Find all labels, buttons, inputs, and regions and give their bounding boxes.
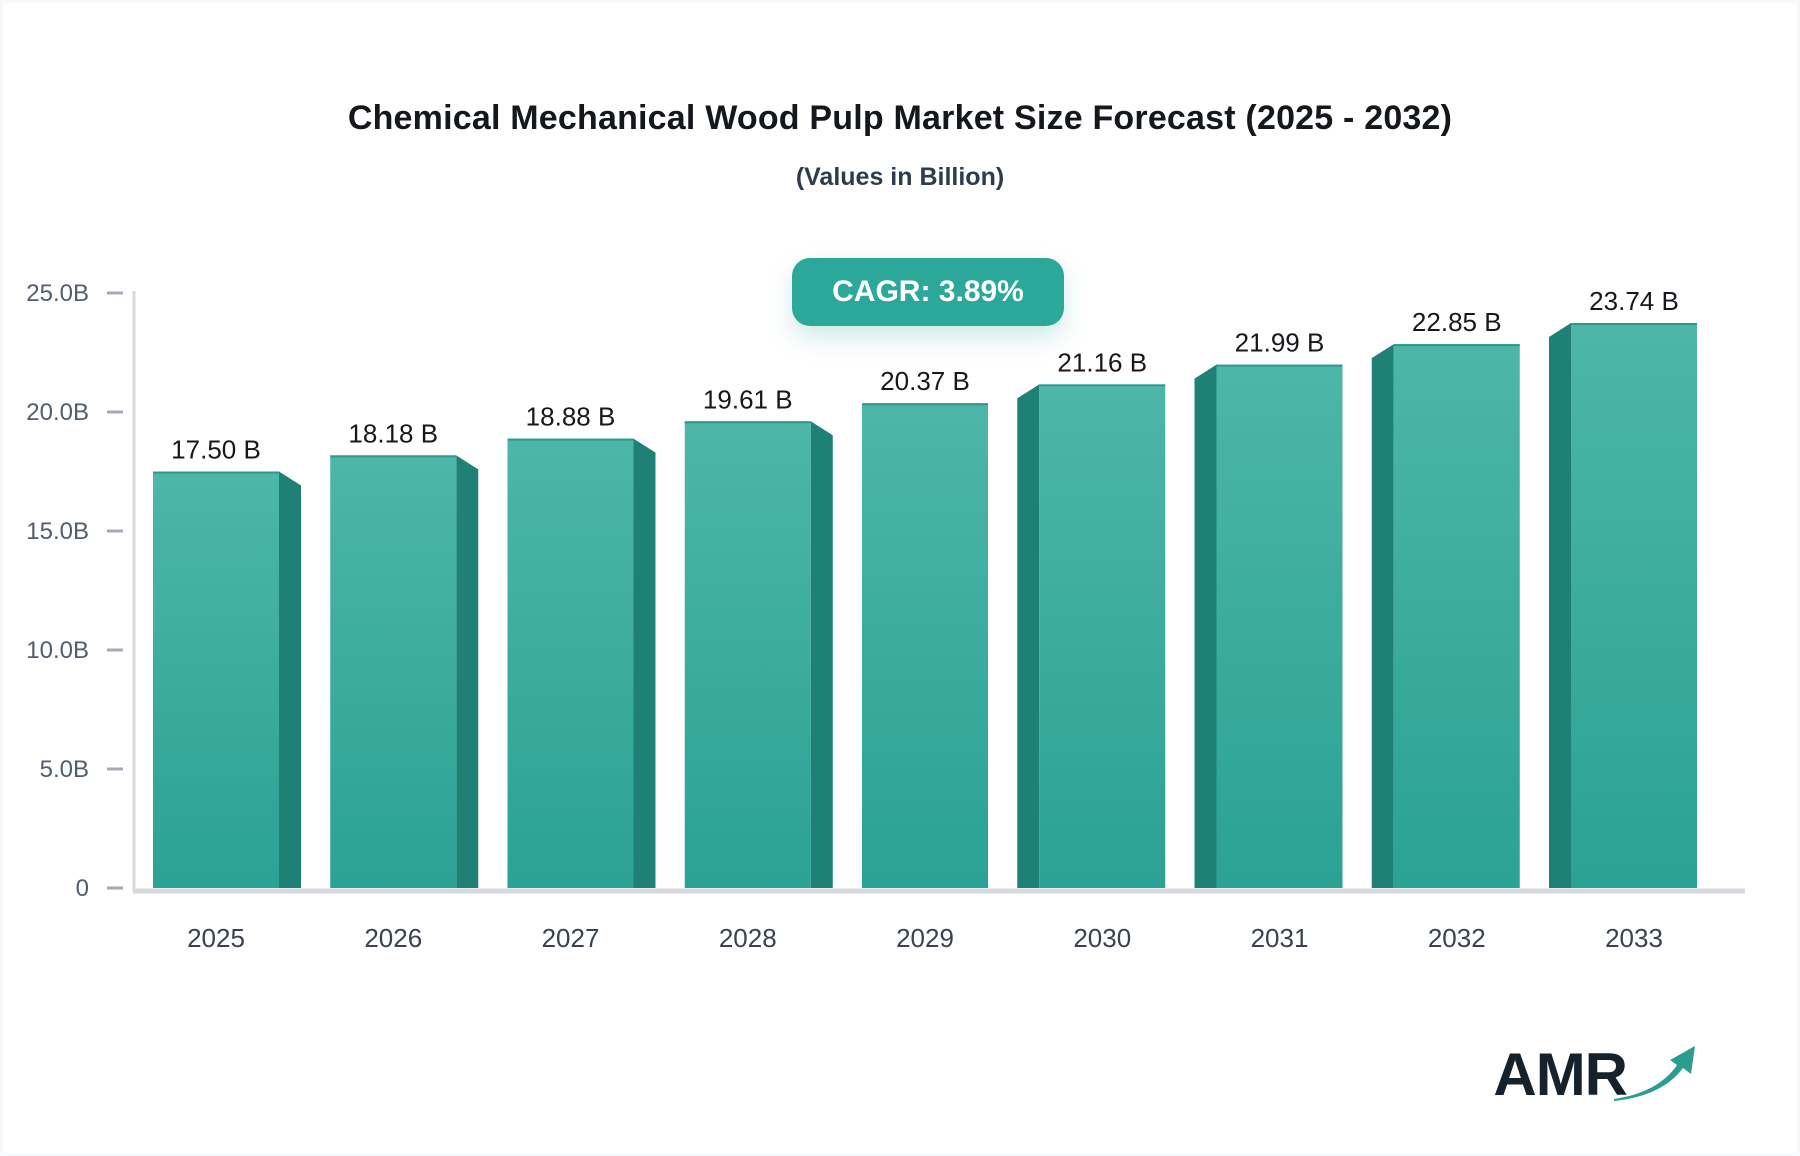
x-axis-label: 2030: [1073, 923, 1131, 953]
x-axis-label: 2029: [896, 923, 954, 953]
bar-front-face: [153, 471, 279, 888]
bar-front-face: [1216, 364, 1343, 888]
bar-2031[interactable]: [1194, 364, 1343, 888]
bar-value-label: 22.85 B: [1412, 307, 1502, 337]
bar-side-face: [1371, 344, 1394, 888]
bar-value-label: 20.37 B: [880, 366, 970, 396]
bar-side-face: [1549, 322, 1571, 888]
bar-2032[interactable]: [1371, 344, 1520, 888]
bar-2033[interactable]: [1549, 322, 1697, 888]
x-axis-label: 2025: [187, 923, 245, 953]
x-axis-label: 2033: [1605, 923, 1663, 953]
x-axis-label: 2027: [542, 923, 600, 953]
amr-logo: AMR: [1493, 1041, 1697, 1105]
y-tick-label: 10.0B: [26, 637, 89, 664]
y-tick-label: 0: [76, 875, 89, 902]
bar-2029[interactable]: [862, 403, 988, 888]
y-tick-label: 20.0B: [26, 399, 89, 426]
bar-front-face: [330, 455, 457, 888]
x-axis-label: 2032: [1428, 923, 1486, 953]
y-tick-label: 15.0B: [26, 518, 89, 545]
bar-value-label: 21.16 B: [1057, 347, 1147, 377]
bar-side-face: [456, 455, 479, 888]
bar-value-label: 18.18 B: [348, 418, 438, 448]
bar-2025[interactable]: [153, 471, 301, 889]
y-tick-label: 5.0B: [40, 756, 89, 783]
amr-logo-text: AMR: [1493, 1041, 1628, 1108]
bar-front-face: [507, 438, 634, 888]
x-axis-label: 2031: [1251, 923, 1309, 953]
cagr-badge-label: CAGR: 3.89%: [832, 275, 1024, 308]
bar-2027[interactable]: [507, 438, 656, 888]
bar-front-face: [684, 421, 811, 888]
cagr-badge: CAGR: 3.89%: [792, 258, 1064, 326]
bar-front-face: [862, 403, 988, 888]
bar-side-face: [1194, 364, 1217, 888]
bar-front-face: [1393, 344, 1520, 888]
bar-side-face: [810, 421, 833, 888]
bar-value-label: 19.61 B: [703, 384, 793, 414]
bar-2030[interactable]: [1017, 384, 1166, 888]
bar-front-face: [1571, 322, 1697, 888]
y-tick-label: 25.0B: [26, 280, 89, 307]
bar-side-face: [633, 438, 656, 888]
x-axis-label: 2028: [719, 923, 777, 953]
bar-value-label: 17.50 B: [171, 435, 261, 465]
bar-value-label: 23.74 B: [1589, 286, 1679, 316]
bar-2028[interactable]: [684, 421, 833, 888]
bar-value-label: 21.99 B: [1235, 328, 1325, 358]
bar-side-face: [279, 471, 301, 888]
bar-front-face: [1039, 384, 1166, 888]
growth-arrow-icon: [1614, 1046, 1695, 1101]
chart-title: Chemical Mechanical Wood Pulp Market Siz…: [347, 99, 1453, 137]
bar-side-face: [1017, 384, 1040, 888]
x-axis-label: 2026: [364, 923, 422, 953]
chart-subtitle: (Values in Billion): [795, 163, 1005, 191]
bar-2026[interactable]: [330, 455, 479, 888]
bar-chart: 25.0B 20.0B 15.0B 10.0B 5.0B 0 17.50 B 2025 18.1…: [26, 280, 1745, 953]
bar-value-label: 18.88 B: [526, 402, 616, 432]
